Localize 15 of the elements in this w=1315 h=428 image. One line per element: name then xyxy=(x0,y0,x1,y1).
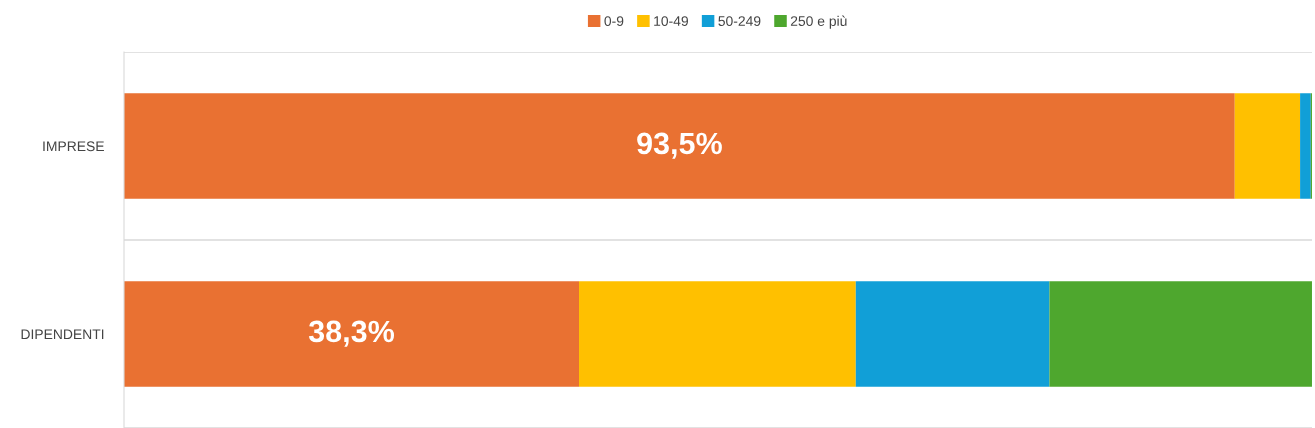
y-tick-label: DIPENDENTI xyxy=(21,329,104,340)
bar xyxy=(1234,93,1301,199)
y-tick-label: IMPRESE xyxy=(43,141,104,152)
data-label: 38,3% xyxy=(308,320,395,347)
bar xyxy=(124,281,579,387)
bar xyxy=(855,281,1050,387)
bar xyxy=(579,281,856,387)
legend-label: 250 e più xyxy=(790,15,847,29)
bar xyxy=(1049,281,1312,387)
data-label: 93,5% xyxy=(637,132,722,159)
bar xyxy=(124,93,1235,199)
legend-label: 10-49 xyxy=(654,16,688,26)
legend-label: 50-249 xyxy=(718,16,761,26)
bar xyxy=(1300,93,1311,199)
legend-label: 0-9 xyxy=(604,16,624,26)
